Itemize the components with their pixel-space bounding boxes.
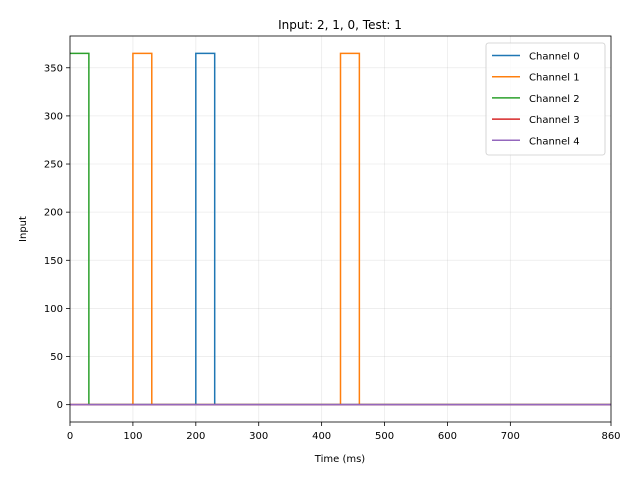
legend-label: Channel 0 xyxy=(529,52,580,63)
x-tick-label: 860 xyxy=(601,431,620,442)
plot-frame xyxy=(69,35,612,423)
x-tick-label: 700 xyxy=(501,431,520,442)
legend-label: Channel 4 xyxy=(529,136,580,147)
legend-box xyxy=(485,42,606,156)
y-tick-label: 100 xyxy=(44,304,63,315)
legend-label: Channel 2 xyxy=(529,94,580,105)
y-axis-label: Input xyxy=(18,216,29,242)
y-tick-label: 300 xyxy=(44,111,63,122)
x-tick-label: 600 xyxy=(438,431,457,442)
x-tick-label: 200 xyxy=(186,431,205,442)
x-axis-label: Time (ms) xyxy=(314,454,366,465)
x-tick-label: 500 xyxy=(375,431,394,442)
x-axis-ticks: 0 100 200 300 400 500 600 700 860 xyxy=(67,422,621,442)
y-tick-label: 0 xyxy=(57,400,63,411)
chart-title: Input: 2, 1, 0, Test: 1 xyxy=(278,18,402,32)
y-axis-ticks: 0 50 100 150 200 250 300 350 xyxy=(44,63,70,411)
y-tick-label: 250 xyxy=(44,160,63,171)
series-lines xyxy=(70,52,611,406)
y-tick-label: 150 xyxy=(44,256,63,267)
x-tick-label: 300 xyxy=(249,431,268,442)
legend: Channel 0 Channel 1 Channel 2 Channel 3 Chan… xyxy=(485,42,606,156)
x-tick-label: 100 xyxy=(123,431,142,442)
y-tick-label: 50 xyxy=(50,352,63,363)
legend-label: Channel 3 xyxy=(529,115,580,126)
x-tick-label: 0 xyxy=(67,431,73,442)
y-tick-label: 350 xyxy=(44,63,63,74)
legend-label: Channel 1 xyxy=(529,73,580,84)
x-tick-label: 400 xyxy=(312,431,331,442)
y-tick-label: 200 xyxy=(44,208,63,219)
